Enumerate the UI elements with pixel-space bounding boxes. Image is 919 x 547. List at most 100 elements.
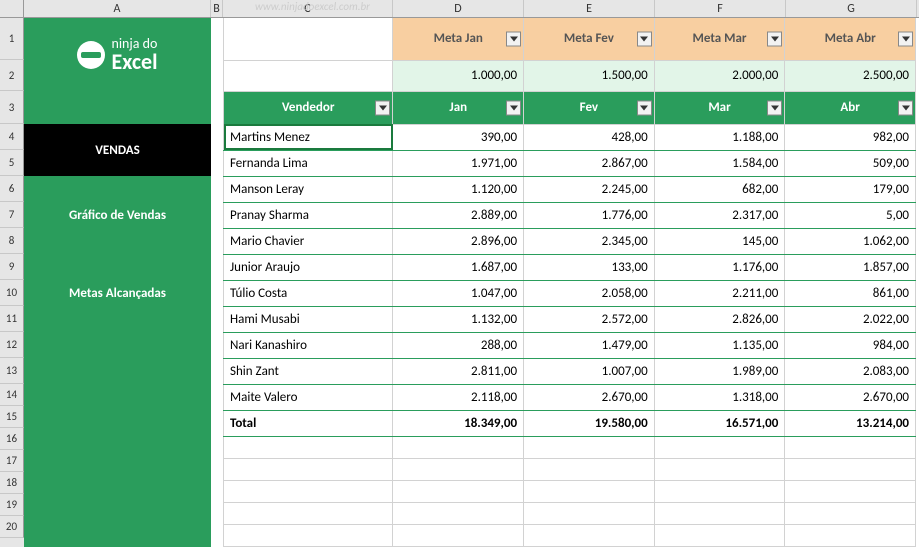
blank-cell[interactable]	[393, 524, 524, 546]
blank-cell[interactable]	[224, 480, 393, 502]
sidebar-item-metas[interactable]: Metas Alcançadas	[24, 254, 211, 332]
table-header-3[interactable]: Mar	[654, 91, 785, 124]
row-header-3[interactable]: 3	[0, 91, 24, 124]
row-header-11[interactable]: 11	[0, 306, 24, 332]
blank-cell[interactable]	[393, 502, 524, 524]
filter-icon[interactable]	[767, 100, 782, 115]
table-header-4[interactable]: Abr	[785, 91, 916, 124]
vendor-name-2[interactable]: Manson Leray	[224, 176, 393, 202]
blank-cell[interactable]	[224, 436, 393, 458]
value-5-0[interactable]: 1.687,00	[393, 254, 524, 280]
blank-cell[interactable]	[524, 524, 655, 546]
value-1-0[interactable]: 1.971,00	[393, 150, 524, 176]
blank-cell[interactable]	[654, 502, 785, 524]
blank-cell[interactable]	[393, 458, 524, 480]
blank-cell[interactable]	[524, 502, 655, 524]
cell-c2[interactable]	[224, 60, 393, 91]
value-8-1[interactable]: 1.479,00	[524, 332, 655, 358]
row-header-13[interactable]: 13	[0, 358, 24, 384]
value-8-3[interactable]: 984,00	[785, 332, 916, 358]
value-0-1[interactable]: 428,00	[524, 124, 655, 150]
table-header-2[interactable]: Fev	[524, 91, 655, 124]
value-1-1[interactable]: 2.867,00	[524, 150, 655, 176]
meta-header-0[interactable]: Meta Jan	[393, 18, 524, 60]
value-10-3[interactable]: 2.670,00	[785, 384, 916, 410]
meta-value-1[interactable]: 1.500,00	[524, 60, 655, 91]
value-6-2[interactable]: 2.211,00	[654, 280, 785, 306]
filter-icon[interactable]	[506, 100, 521, 115]
meta-value-2[interactable]: 2.000,00	[654, 60, 785, 91]
row-header-9[interactable]: 9	[0, 254, 24, 280]
value-10-2[interactable]: 1.318,00	[654, 384, 785, 410]
row-header-10[interactable]: 10	[0, 280, 24, 306]
vendor-name-5[interactable]: Junior Araujo	[224, 254, 393, 280]
value-8-0[interactable]: 288,00	[393, 332, 524, 358]
filter-icon[interactable]	[506, 31, 521, 46]
value-2-3[interactable]: 179,00	[785, 176, 916, 202]
value-0-0[interactable]: 390,00	[393, 124, 524, 150]
value-6-1[interactable]: 2.058,00	[524, 280, 655, 306]
sidebar-item-vendas[interactable]: VENDAS	[24, 124, 211, 176]
value-3-2[interactable]: 2.317,00	[654, 202, 785, 228]
value-2-2[interactable]: 682,00	[654, 176, 785, 202]
value-4-1[interactable]: 2.345,00	[524, 228, 655, 254]
vendor-name-1[interactable]: Fernanda Lima	[224, 150, 393, 176]
blank-cell[interactable]	[654, 458, 785, 480]
row-header-5[interactable]: 5	[0, 150, 24, 176]
blank-cell[interactable]	[785, 502, 916, 524]
column-header-b[interactable]: B	[211, 0, 223, 17]
vendor-name-9[interactable]: Shin Zant	[224, 358, 393, 384]
meta-header-1[interactable]: Meta Fev	[524, 18, 655, 60]
row-header-18[interactable]: 18	[0, 472, 24, 494]
value-7-0[interactable]: 1.132,00	[393, 306, 524, 332]
vendor-name-8[interactable]: Nari Kanashiro	[224, 332, 393, 358]
value-7-2[interactable]: 2.826,00	[654, 306, 785, 332]
blank-cell[interactable]	[654, 436, 785, 458]
blank-cell[interactable]	[393, 436, 524, 458]
value-8-2[interactable]: 1.135,00	[654, 332, 785, 358]
value-1-3[interactable]: 509,00	[785, 150, 916, 176]
blank-cell[interactable]	[785, 458, 916, 480]
blank-cell[interactable]	[393, 480, 524, 502]
row-header-19[interactable]: 19	[0, 494, 24, 516]
value-6-0[interactable]: 1.047,00	[393, 280, 524, 306]
filter-icon[interactable]	[898, 100, 913, 115]
row-header-7[interactable]: 7	[0, 202, 24, 228]
value-5-3[interactable]: 1.857,00	[785, 254, 916, 280]
row-header-2[interactable]: 2	[0, 60, 24, 91]
filter-icon[interactable]	[375, 100, 390, 115]
value-10-0[interactable]: 2.118,00	[393, 384, 524, 410]
row-header-8[interactable]: 8	[0, 228, 24, 254]
row-header-17[interactable]: 17	[0, 450, 24, 472]
row-header-20[interactable]: 20	[0, 516, 24, 538]
value-9-2[interactable]: 1.989,00	[654, 358, 785, 384]
row-header-14[interactable]: 14	[0, 384, 24, 406]
blank-cell[interactable]	[785, 480, 916, 502]
meta-header-3[interactable]: Meta Abr	[785, 18, 916, 60]
blank-cell[interactable]	[524, 480, 655, 502]
vendor-name-7[interactable]: Hami Musabi	[224, 306, 393, 332]
row-header-16[interactable]: 16	[0, 428, 24, 450]
value-4-0[interactable]: 2.896,00	[393, 228, 524, 254]
value-3-0[interactable]: 2.889,00	[393, 202, 524, 228]
filter-icon[interactable]	[898, 31, 913, 46]
blank-cell[interactable]	[524, 458, 655, 480]
column-header-e[interactable]: E	[524, 0, 655, 17]
filter-icon[interactable]	[637, 100, 652, 115]
row-header-12[interactable]: 12	[0, 332, 24, 358]
column-header-a[interactable]: A	[24, 0, 211, 17]
filter-icon[interactable]	[767, 31, 782, 46]
total-0[interactable]: 18.349,00	[393, 410, 524, 436]
total-1[interactable]: 19.580,00	[524, 410, 655, 436]
blank-cell[interactable]	[224, 458, 393, 480]
vendor-name-6[interactable]: Túlio Costa	[224, 280, 393, 306]
value-7-1[interactable]: 2.572,00	[524, 306, 655, 332]
value-4-2[interactable]: 145,00	[654, 228, 785, 254]
value-5-2[interactable]: 1.176,00	[654, 254, 785, 280]
blank-cell[interactable]	[224, 502, 393, 524]
column-header-g[interactable]: G	[786, 0, 917, 17]
vendor-name-4[interactable]: Mario Chavier	[224, 228, 393, 254]
value-5-1[interactable]: 133,00	[524, 254, 655, 280]
meta-header-2[interactable]: Meta Mar	[654, 18, 785, 60]
table-header-1[interactable]: Jan	[393, 91, 524, 124]
